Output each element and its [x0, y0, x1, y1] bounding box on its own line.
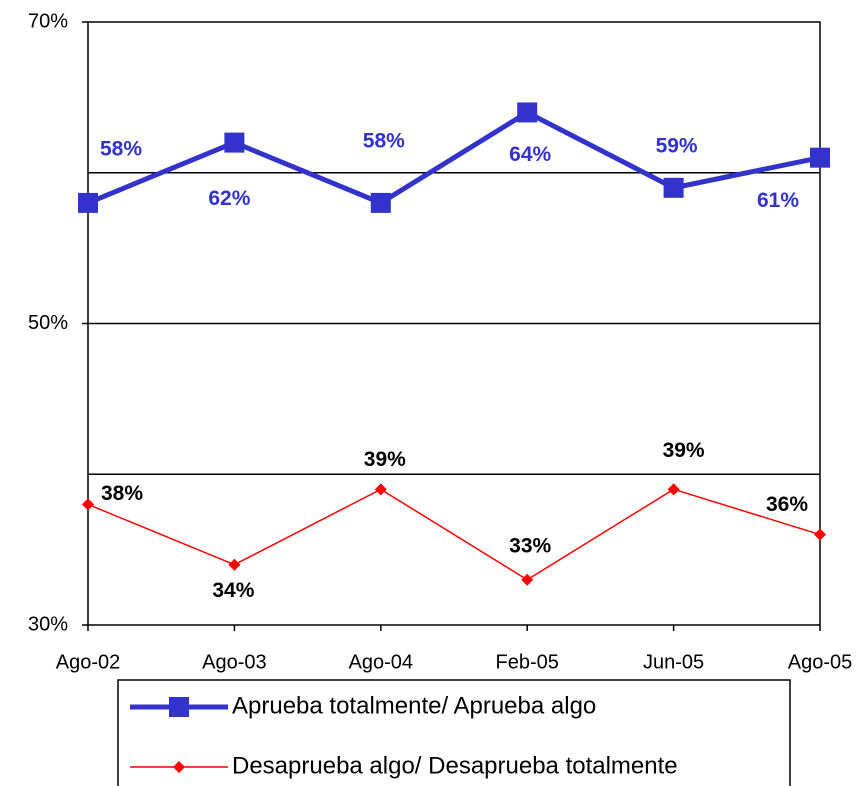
legend-label: Desaprueba algo/ Desaprueba totalmente — [232, 752, 678, 779]
legend — [117, 679, 791, 786]
series-line — [87, 109, 821, 206]
legend-marker — [173, 761, 185, 773]
y-tick-label: 30% — [28, 613, 68, 635]
data-label: 33% — [509, 534, 551, 557]
marker — [228, 558, 241, 571]
x-tick-label: Ago-04 — [349, 651, 414, 673]
x-tick-label: Feb-05 — [496, 651, 559, 673]
x-tick-label: Ago-03 — [202, 651, 267, 673]
marker — [667, 483, 680, 496]
x-tick-label: Jun-05 — [643, 651, 704, 673]
data-label: 59% — [656, 134, 698, 157]
marker — [374, 483, 387, 496]
x-tick-label: Ago-02 — [56, 651, 121, 673]
data-label: 61% — [757, 189, 799, 212]
data-label: 58% — [100, 137, 142, 160]
legend-label: Aprueba totalmente/ Aprueba algo — [232, 692, 596, 719]
data-label: 36% — [766, 493, 808, 516]
marker — [521, 573, 534, 586]
marker — [814, 528, 826, 541]
marker — [78, 192, 98, 213]
marker — [224, 132, 245, 153]
data-label: 58% — [363, 129, 405, 152]
y-tick-label: 70% — [28, 10, 68, 32]
data-label: 34% — [212, 579, 254, 602]
marker — [663, 177, 684, 198]
data-label: 62% — [208, 187, 250, 210]
x-tick-label: Ago-05 — [788, 651, 853, 673]
marker — [370, 192, 391, 213]
marker — [810, 147, 830, 168]
data-label: 38% — [101, 482, 143, 505]
data-label: 39% — [364, 448, 406, 471]
data-label: 64% — [509, 143, 551, 166]
legend-marker — [169, 697, 189, 717]
series-line — [87, 488, 821, 581]
y-tick-label: 50% — [28, 312, 68, 334]
marker — [82, 498, 94, 511]
marker — [517, 102, 538, 123]
data-label: 39% — [663, 439, 705, 462]
